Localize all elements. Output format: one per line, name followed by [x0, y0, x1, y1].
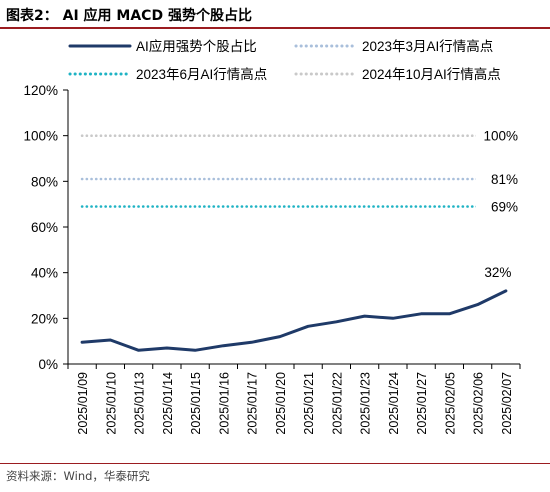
data-label-bg — [476, 170, 520, 189]
x-tick-label: 2025/01/13 — [133, 372, 147, 435]
y-axis: 0% 20% 40% 60% 80% 100% 120% — [23, 83, 69, 372]
data-label-bg — [476, 197, 520, 216]
x-tick-label: 2025/01/21 — [302, 372, 316, 435]
source-note: 资料来源：Wind，华泰研究 — [6, 469, 150, 483]
chart-series — [80, 134, 508, 352]
data-label: 100% — [483, 129, 518, 144]
data-labels: 32% 81% 69% 100% — [476, 126, 520, 280]
x-tick-label: 2025/01/15 — [189, 372, 203, 435]
y-tick-label: 0% — [38, 357, 58, 372]
data-label: 81% — [491, 172, 518, 187]
legend-label: 2023年3月AI行情高点 — [362, 38, 493, 54]
x-tick-label: 2025/01/10 — [104, 372, 118, 435]
y-tick-label: 120% — [23, 83, 58, 98]
x-tick-label: 2025/01/16 — [217, 372, 231, 435]
series-line — [80, 289, 508, 352]
line-chart: AI应用强势个股占比 2023年3月AI行情高点 2023年6月AI行情高点 2024… — [23, 38, 521, 435]
data-label: 32% — [484, 265, 511, 280]
x-tick-label: 2025/01/27 — [415, 372, 429, 435]
y-tick-label: 20% — [31, 311, 58, 326]
data-label-bg — [476, 126, 520, 145]
y-tick-label: 80% — [31, 174, 58, 189]
legend-label: 2023年6月AI行情高点 — [136, 66, 267, 82]
x-tick-label: 2025/01/17 — [246, 372, 260, 435]
x-tick-label: 2025/02/05 — [443, 372, 457, 435]
x-tick-label: 2025/01/09 — [76, 372, 90, 435]
chart-legend: AI应用强势个股占比 2023年3月AI行情高点 2023年6月AI行情高点 2024… — [68, 38, 501, 82]
x-axis: 2025/01/09 2025/01/10 2025/01/13 2025/01/14… — [67, 363, 521, 435]
x-tick-label: 2025/01/14 — [161, 372, 175, 435]
x-tick-label: 2025/01/20 — [274, 372, 288, 435]
source-rule — [0, 463, 550, 464]
title-rule — [0, 27, 550, 29]
y-tick-label: 60% — [31, 220, 58, 235]
x-tick-label: 2025/01/24 — [387, 372, 401, 435]
x-tick-label: 2025/01/22 — [330, 372, 344, 435]
legend-label: 2024年10月AI行情高点 — [362, 66, 501, 82]
y-tick-label: 40% — [31, 266, 58, 281]
figure-title: 图表2： AI 应用 MACD 强势个股占比 — [6, 8, 252, 24]
figure-header: 图表2： AI 应用 MACD 强势个股占比 — [0, 0, 550, 29]
y-tick-label: 100% — [23, 129, 58, 144]
x-tick-label: 2025/02/06 — [472, 372, 486, 435]
x-tick-label: 2025/02/07 — [500, 372, 514, 435]
x-tick-label: 2025/01/23 — [359, 372, 373, 435]
legend-label: AI应用强势个股占比 — [136, 38, 257, 54]
data-label: 69% — [491, 199, 518, 214]
